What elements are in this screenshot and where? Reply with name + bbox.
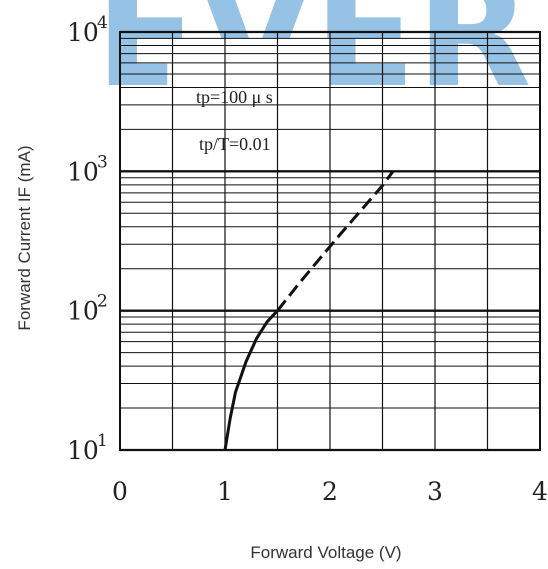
annotation-pulse-width: tp=100 μ s	[196, 87, 273, 107]
y-tick-label: 10	[67, 297, 99, 326]
y-tick-exponent: 2	[97, 292, 108, 312]
x-tick-label: 4	[532, 477, 548, 506]
series-layer	[223, 170, 395, 451]
x-tick-label: 3	[427, 477, 443, 506]
y-axis-title: Forward Current IF (mA)	[15, 145, 34, 330]
x-tick-label: 2	[322, 477, 338, 506]
series-line-solid	[223, 309, 279, 451]
annotation-box	[167, 38, 330, 170]
x-tick-label: 1	[217, 477, 233, 506]
y-tick-label: 10	[67, 18, 99, 47]
plot-border	[119, 31, 541, 451]
series-line-dashed	[276, 170, 395, 312]
y-tick-exponent: 4	[97, 13, 108, 33]
x-tick-label: 0	[112, 477, 128, 506]
plot-frame	[119, 31, 541, 451]
y-tick-label: 10	[67, 157, 99, 186]
annotation-duty-cycle: tp/T=0.01	[199, 134, 271, 154]
y-tick-label: 10	[67, 436, 99, 465]
y-tick-exponent: 3	[97, 152, 108, 172]
x-axis-title: Forward Voltage (V)	[250, 543, 401, 562]
y-tick-exponent: 1	[97, 431, 108, 451]
